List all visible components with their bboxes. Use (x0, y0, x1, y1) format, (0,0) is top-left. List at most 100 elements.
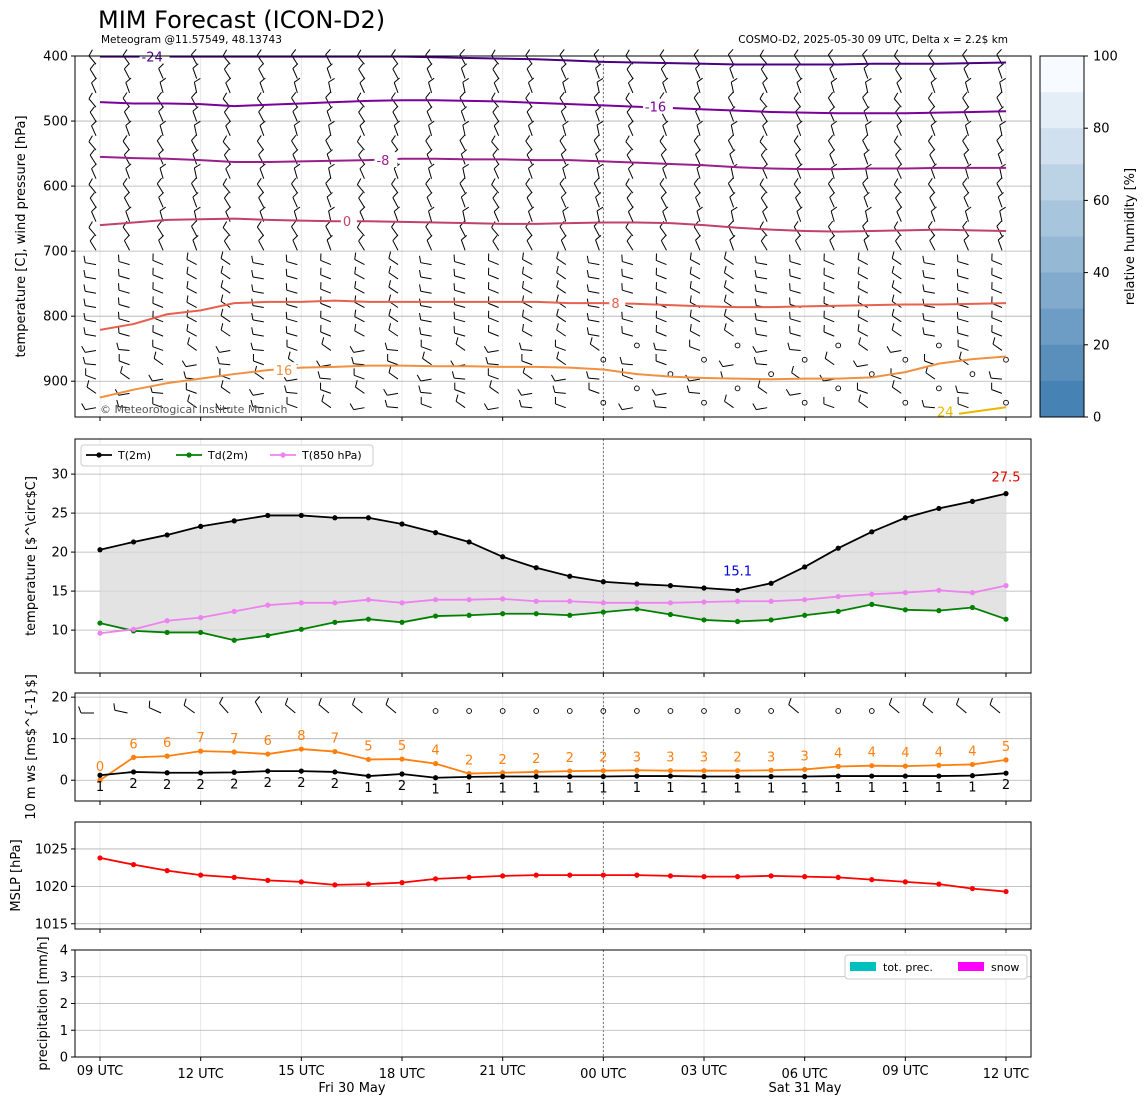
series-point (634, 581, 640, 587)
isotherm-label: -24 (142, 51, 163, 66)
wind-barb-flag (223, 63, 230, 70)
wind-barb (756, 276, 768, 280)
wind-barb-flag (626, 235, 632, 242)
wind-barb (192, 196, 198, 208)
wind-barb (420, 378, 432, 382)
wind-barb (225, 82, 231, 94)
wind-barb-flag (88, 49, 93, 57)
wind-barb-flag (562, 120, 569, 126)
mslp-point (701, 874, 707, 880)
wind-barb-flag (328, 77, 335, 83)
wind-barb (625, 227, 634, 237)
wind-barb (928, 183, 936, 194)
wind-barb-flag (596, 206, 604, 212)
wind-barb (857, 258, 869, 266)
wind-barb (88, 227, 97, 237)
gust-value-label: 5 (1002, 740, 1010, 755)
wind-barb (292, 68, 298, 79)
wind-barb (522, 330, 533, 337)
mslp-point (600, 872, 606, 878)
wind-barb-flag (928, 92, 933, 99)
wind-barb (695, 240, 701, 251)
wind-barb (152, 403, 164, 409)
wind-barb (996, 183, 1003, 194)
gust-value-label: 7 (331, 732, 339, 747)
wind-barb (291, 140, 298, 151)
wind-barb (185, 364, 197, 368)
mean-wind-value-label: 1 (801, 781, 809, 796)
series-point (332, 600, 338, 606)
wind-barb (328, 167, 332, 179)
wind-barb (493, 211, 500, 222)
wind-barb-flag (425, 177, 431, 185)
wind-barb-flag (965, 77, 972, 83)
wind-barb (392, 111, 399, 122)
wind-barb-flag (526, 149, 533, 156)
wind-barb-flag (693, 49, 699, 56)
calm-wind-marker (768, 371, 774, 377)
wind-barb-flag (291, 92, 297, 99)
wind-barb-flag (929, 235, 935, 241)
wind-barb-flag (696, 77, 703, 83)
wind-barb-flag (556, 265, 559, 273)
wind-barb (727, 183, 734, 194)
wind-barb (963, 154, 969, 165)
wind-barb (695, 197, 701, 208)
gust-point (634, 767, 640, 773)
series-point (432, 530, 439, 536)
wind-barb-flag (556, 308, 559, 316)
wind-barb-flag (796, 206, 803, 212)
wind-barb (91, 82, 97, 94)
wind-barb (425, 140, 432, 151)
wind-barb (588, 276, 600, 280)
legend-entry: Td(2m) (207, 449, 248, 462)
colorbar-tick-label: 100 (1093, 50, 1118, 65)
y-tick-label: 30 (51, 468, 68, 483)
wind-barb-flag (560, 149, 567, 155)
wind-barb-flag (795, 235, 801, 241)
wind-barb (789, 332, 801, 337)
wind-barb (893, 184, 902, 194)
legend-box (844, 954, 1028, 980)
wind-barb-flag (156, 220, 162, 227)
day-label: Fri 30 May (318, 1081, 385, 1096)
wind-barb-flag (192, 235, 199, 241)
wind-barb-flag (731, 206, 738, 212)
wind-barb (793, 55, 802, 65)
y-axis-label: MSLP [hPa] (9, 839, 24, 911)
wind-barb (991, 389, 1003, 394)
wind-barb-flag (865, 206, 872, 212)
wind-barb (957, 318, 969, 323)
wind-barb-flag (88, 221, 93, 228)
wind-barb-flag (795, 149, 801, 156)
wind-barb-flag (586, 298, 589, 306)
mean-wind-point (332, 769, 338, 775)
wind-barb-flag (992, 337, 996, 345)
wind-barb-flag (728, 134, 734, 141)
wind-barb (222, 141, 231, 151)
wind-barb-flag (354, 281, 357, 289)
y-tick-label: 15 (51, 585, 68, 600)
wind-barb-flag (419, 270, 422, 278)
wind-barb (759, 141, 768, 151)
wind-barb (756, 290, 768, 294)
wind-barb (460, 110, 466, 122)
calm-wind-marker (936, 342, 942, 349)
wind-barb-flag (388, 308, 392, 316)
wind-barb-flag (653, 342, 656, 350)
wind-barb (256, 140, 265, 151)
wind-barb-flag (425, 49, 431, 56)
wind-barb (999, 210, 1003, 222)
gust-value-label: 0 (96, 760, 104, 775)
wind-barb (454, 261, 466, 266)
wind-barb (386, 348, 399, 351)
series-point (600, 600, 606, 606)
wind-barb (88, 141, 97, 151)
wind-barb (91, 125, 97, 137)
wind-barb-flag (356, 92, 362, 100)
wind-barb-flag (250, 399, 254, 407)
wind-barb-flag (958, 351, 962, 359)
wind-barb (527, 125, 533, 136)
wind-barb-flag (731, 120, 738, 126)
wind-barb (487, 349, 499, 353)
